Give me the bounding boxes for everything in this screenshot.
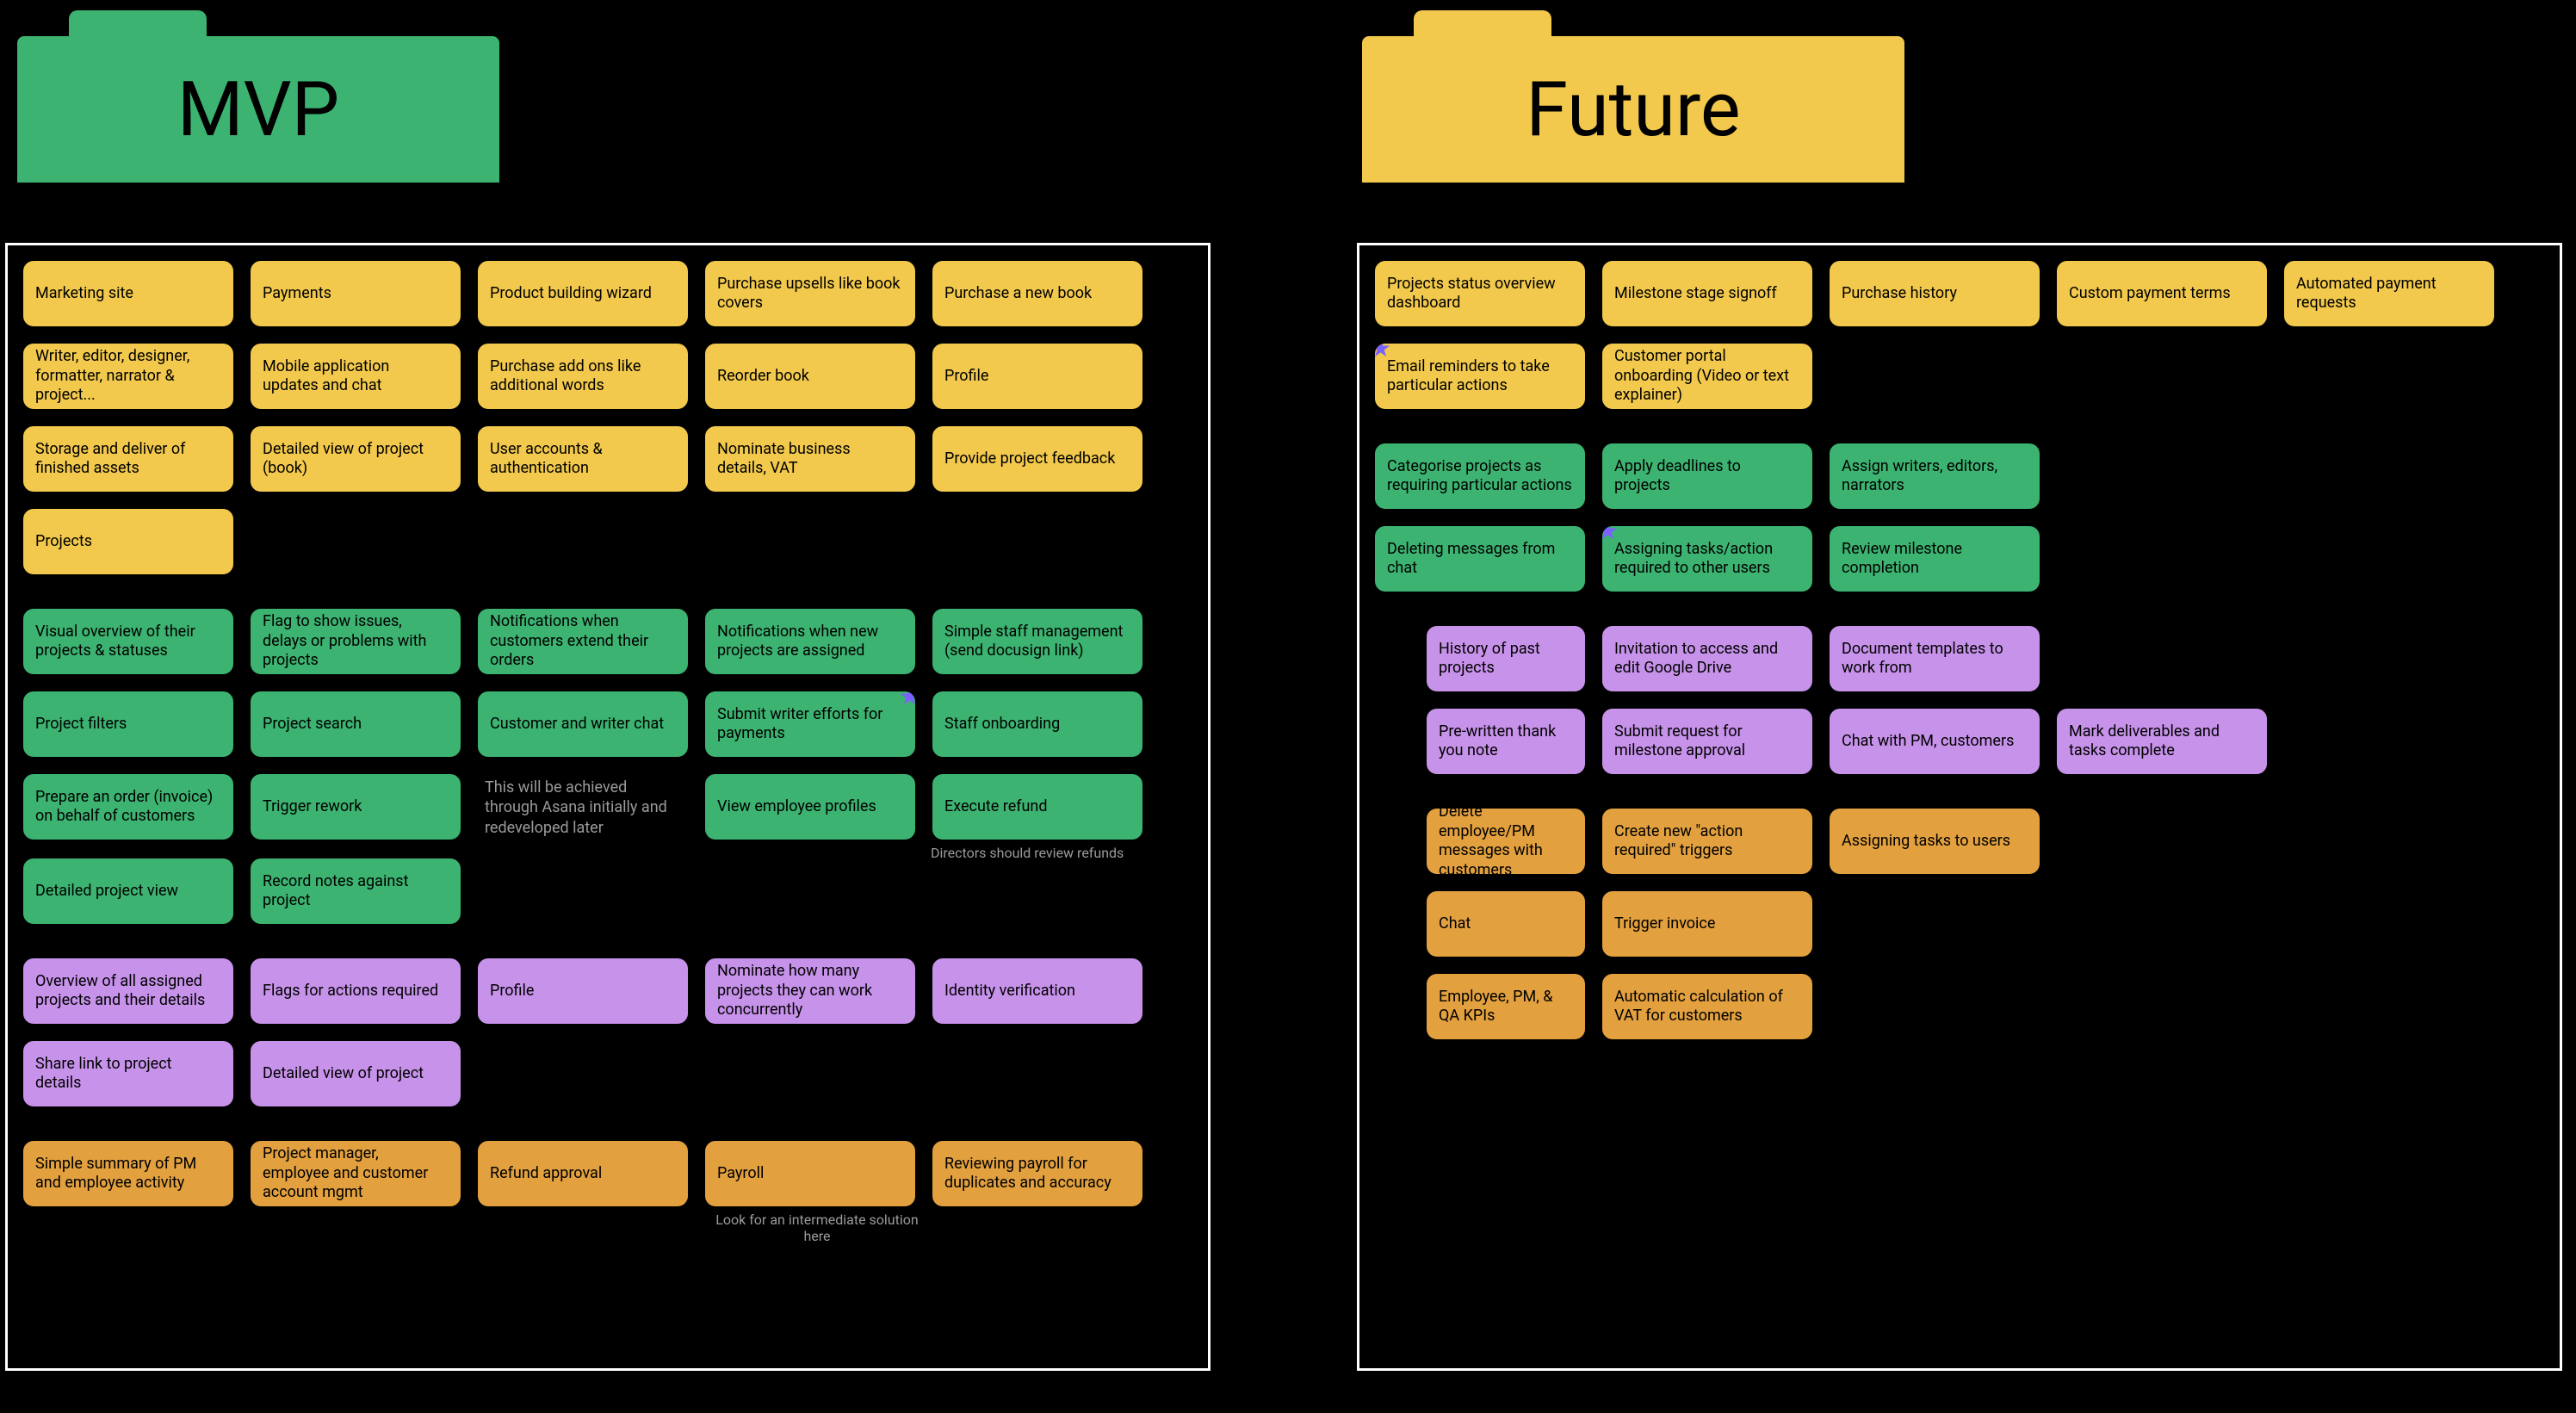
mvp-grid: Marketing sitePaymentsProduct building w… (22, 259, 1194, 1208)
future-board: Projects status overview dashboardMilest… (1357, 243, 2562, 1371)
feature-card[interactable]: View employee profiles (703, 772, 917, 841)
feature-card[interactable]: Writer, editor, designer, formatter, nar… (22, 342, 235, 411)
feature-card[interactable]: Purchase upsells like book covers (703, 259, 917, 328)
feature-card[interactable]: Prepare an order (invoice) on behalf of … (22, 772, 235, 841)
inline-note: This will be achieved through Asana init… (476, 772, 690, 843)
canvas: MVP Future Marketing sitePaymentsProduct… (0, 0, 2576, 1413)
annotation-note: Directors should review refunds (931, 845, 1124, 861)
mvp-tab-label: MVP (177, 65, 339, 154)
feature-card[interactable]: Notifications when new projects are assi… (703, 607, 917, 676)
feature-card[interactable]: Mobile application updates and chat (249, 342, 462, 411)
feature-card[interactable]: Employee, PM, & QA KPIs (1425, 972, 1587, 1041)
feature-card[interactable]: Nominate how many projects they can work… (703, 957, 917, 1026)
feature-card[interactable]: Deleting messages from chat (1373, 524, 1587, 593)
feature-card[interactable]: Chat with PM, customers (1828, 707, 2041, 776)
feature-card[interactable]: Profile (476, 957, 690, 1026)
feature-card[interactable]: Submit writer efforts for payments★ (703, 690, 917, 759)
feature-card[interactable]: Assigning tasks to users (1828, 807, 2041, 876)
mvp-tab-top (69, 10, 207, 36)
feature-card[interactable]: Refund approval (476, 1139, 690, 1208)
feature-card[interactable]: Detailed view of project (book) (249, 425, 462, 493)
mvp-tab: MVP (17, 36, 499, 183)
feature-card[interactable]: Mark deliverables and tasks complete (2055, 707, 2269, 776)
feature-card[interactable]: Reorder book (703, 342, 917, 411)
feature-card[interactable]: Notifications when customers extend thei… (476, 607, 690, 676)
feature-card[interactable]: Document templates to work from (1828, 624, 2041, 693)
feature-card[interactable]: Flag to show issues, delays or problems … (249, 607, 462, 676)
feature-card[interactable]: Nominate business details, VAT (703, 425, 917, 493)
feature-card[interactable]: Purchase history (1828, 259, 2041, 328)
feature-card[interactable]: User accounts & authentication (476, 425, 690, 493)
feature-card[interactable]: Customer and writer chat (476, 690, 690, 759)
feature-card[interactable]: Reviewing payroll for duplicates and acc… (931, 1139, 1144, 1208)
feature-card[interactable]: Project filters (22, 690, 235, 759)
feature-card[interactable]: Trigger rework (249, 772, 462, 841)
feature-card[interactable]: Simple staff management (send docusign l… (931, 607, 1144, 676)
mvp-board: Marketing sitePaymentsProduct building w… (5, 243, 1211, 1371)
feature-card[interactable]: Assigning tasks/action required to other… (1601, 524, 1814, 593)
future-tab-label: Future (1526, 65, 1740, 154)
feature-card[interactable]: Milestone stage signoff (1601, 259, 1814, 328)
feature-card[interactable]: Review milestone completion (1828, 524, 2041, 593)
feature-card[interactable]: Storage and deliver of finished assets (22, 425, 235, 493)
feature-card[interactable]: Automated payment requests (2282, 259, 2496, 328)
feature-card[interactable]: Categorise projects as requiring particu… (1373, 442, 1587, 511)
feature-card[interactable]: Invitation to access and edit Google Dri… (1601, 624, 1814, 693)
star-icon: ★ (1373, 342, 1391, 363)
feature-card[interactable]: Execute refund (931, 772, 1144, 841)
feature-card[interactable]: Purchase a new book (931, 259, 1144, 328)
feature-card[interactable]: Delete employee/PM messages with custome… (1425, 807, 1587, 876)
feature-card[interactable]: Projects (22, 507, 235, 576)
feature-card[interactable]: Provide project feedback (931, 425, 1144, 493)
future-grid: Projects status overview dashboardMilest… (1373, 259, 2546, 1041)
feature-card[interactable]: Simple summary of PM and employee activi… (22, 1139, 235, 1208)
future-tab-top (1414, 10, 1551, 36)
feature-card[interactable]: Project manager, employee and customer a… (249, 1139, 462, 1208)
feature-card[interactable]: Automatic calculation of VAT for custome… (1601, 972, 1814, 1041)
feature-card[interactable]: Visual overview of their projects & stat… (22, 607, 235, 676)
feature-card[interactable]: Create new "action required" triggers (1601, 807, 1814, 876)
feature-card[interactable]: Payments (249, 259, 462, 328)
feature-card[interactable]: History of past projects (1425, 624, 1587, 693)
feature-card[interactable]: Flags for actions required (249, 957, 462, 1026)
feature-card[interactable]: Detailed view of project (249, 1039, 462, 1108)
feature-card[interactable]: Detailed project view (22, 857, 235, 926)
feature-card[interactable]: Share link to project details (22, 1039, 235, 1108)
future-tab: Future (1362, 36, 1904, 183)
feature-card[interactable]: Payroll (703, 1139, 917, 1208)
feature-card[interactable]: Trigger invoice (1601, 889, 1814, 958)
star-icon: ★ (899, 690, 917, 711)
feature-card[interactable]: Chat (1425, 889, 1587, 958)
feature-card[interactable]: Overview of all assigned projects and th… (22, 957, 235, 1026)
feature-card[interactable]: Profile (931, 342, 1144, 411)
feature-card[interactable]: Customer portal onboarding (Video or tex… (1601, 342, 1814, 411)
feature-card[interactable]: Pre-written thank you note (1425, 707, 1587, 776)
feature-card[interactable]: Apply deadlines to projects (1601, 442, 1814, 511)
feature-card[interactable]: Record notes against project (249, 857, 462, 926)
feature-card[interactable]: Marketing site (22, 259, 235, 328)
feature-card[interactable]: Submit request for milestone approval (1601, 707, 1814, 776)
feature-card[interactable]: Custom payment terms (2055, 259, 2269, 328)
feature-card[interactable]: Assign writers, editors, narrators (1828, 442, 2041, 511)
feature-card[interactable]: Project search (249, 690, 462, 759)
feature-card[interactable]: Product building wizard (476, 259, 690, 328)
star-icon: ★ (1601, 524, 1619, 546)
annotation-note: Look for an intermediate solution here (703, 1212, 931, 1244)
feature-card[interactable]: Email reminders to take particular actio… (1373, 342, 1587, 411)
feature-card[interactable]: Identity verification (931, 957, 1144, 1026)
feature-card[interactable]: Purchase add ons like additional words (476, 342, 690, 411)
feature-card[interactable]: Staff onboarding (931, 690, 1144, 759)
feature-card[interactable]: Projects status overview dashboard (1373, 259, 1587, 328)
